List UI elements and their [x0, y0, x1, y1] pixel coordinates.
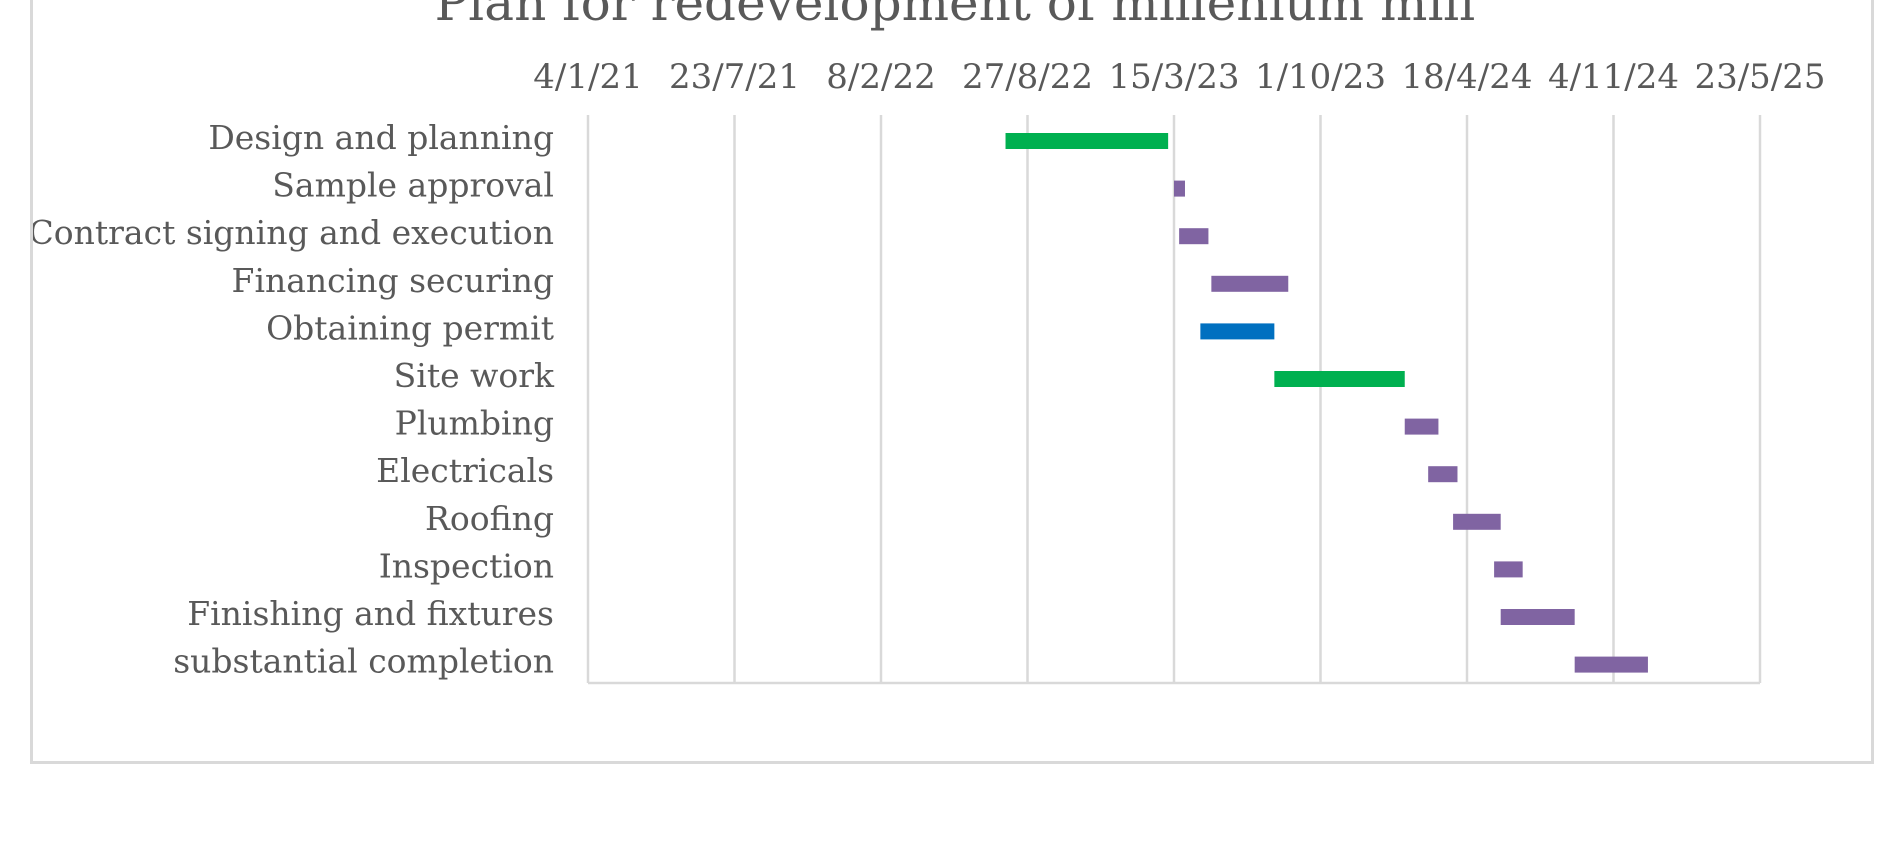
task-bars — [1005, 133, 1648, 673]
task-label: Plumbing — [395, 404, 554, 443]
task-label: Financing securing — [232, 261, 554, 300]
x-tick-label: 15/3/23 — [1108, 57, 1239, 97]
task-label: Inspection — [379, 546, 554, 585]
task-bar — [1428, 466, 1458, 483]
gantt-chart: Plan for redevelopment of millenium mill… — [33, 0, 1826, 685]
task-label: Sample approval — [272, 166, 554, 205]
task-label: Roofing — [425, 499, 554, 538]
task-bar — [1404, 418, 1439, 435]
x-tick-label: 23/7/21 — [669, 57, 800, 97]
task-labels: Design and planning Sample approval Contra… — [33, 118, 555, 681]
task-bar — [1500, 609, 1575, 625]
task-label: Site work — [394, 356, 555, 395]
x-tick-label: 8/2/22 — [826, 57, 935, 97]
x-tick-label: 4/11/24 — [1548, 57, 1679, 97]
task-label: substantial completion — [173, 642, 554, 681]
task-label: Contract signing and execution — [33, 213, 554, 252]
task-bar — [1174, 180, 1185, 197]
task-bar — [1200, 323, 1275, 340]
task-bar — [1453, 513, 1501, 530]
task-bar — [1494, 561, 1523, 578]
x-tick-label: 23/5/25 — [1694, 57, 1825, 97]
x-tick-label: 4/1/21 — [533, 57, 642, 97]
gridlines — [586, 115, 1762, 685]
task-label: Finishing and fixtures — [187, 594, 554, 633]
task-bar — [1005, 133, 1169, 149]
task-label: Electricals — [376, 451, 554, 490]
x-axis-ticks: 4/1/21 23/7/21 8/2/22 27/8/22 15/3/23 1/10/23… — [533, 57, 1825, 97]
task-label: Design and planning — [208, 118, 554, 157]
x-tick-label: 18/4/24 — [1401, 57, 1532, 97]
task-bar — [1211, 275, 1289, 292]
x-tick-label: 27/8/22 — [962, 57, 1093, 97]
task-bar — [1574, 656, 1648, 673]
task-label: Obtaining permit — [266, 308, 554, 347]
task-bar — [1274, 371, 1405, 387]
task-bar — [1179, 228, 1209, 245]
x-tick-label: 1/10/23 — [1255, 57, 1386, 97]
chart-title: Plan for redevelopment of millenium mill — [435, 0, 1476, 32]
chart-frame: Plan for redevelopment of millenium mill… — [30, 0, 1874, 764]
